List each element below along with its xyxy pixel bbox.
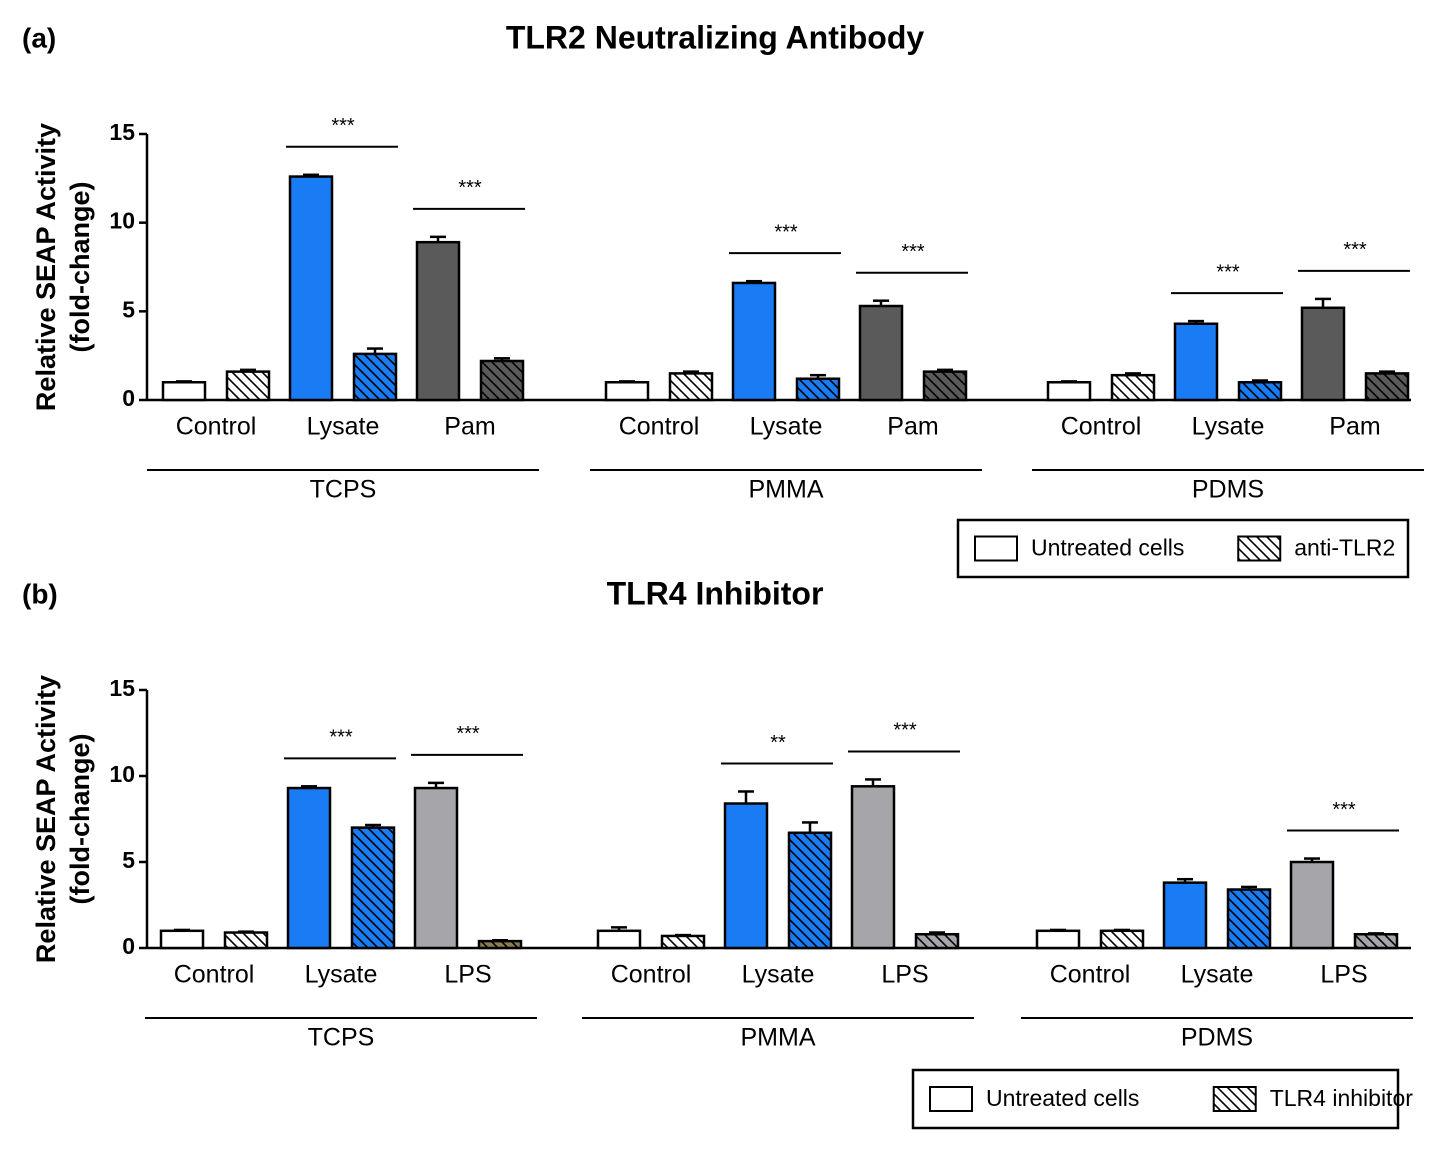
- bar: [922, 370, 968, 402]
- x-tick-label: Pam: [444, 413, 495, 441]
- y-tick-label: 10: [109, 761, 135, 787]
- y-tick-label: 0: [122, 385, 135, 411]
- bar: [1162, 881, 1208, 950]
- group-label: TCPS: [308, 1024, 375, 1052]
- bar: [225, 370, 271, 402]
- y-tick-label: 5: [122, 847, 135, 873]
- y-axis-label: (fold-change): [65, 734, 95, 905]
- x-tick-label: Lysate: [305, 961, 378, 989]
- bar: [1226, 888, 1272, 950]
- significance-label: ***: [893, 720, 917, 742]
- bar: [1110, 373, 1156, 402]
- significance-label: ***: [1343, 239, 1367, 261]
- bar: [350, 826, 396, 950]
- bar: [415, 240, 461, 402]
- significance-label: ***: [1216, 261, 1240, 283]
- x-tick-label: Control: [174, 961, 255, 989]
- panel-label: (a): [22, 22, 56, 53]
- y-tick-label: 5: [122, 296, 135, 322]
- legend-label: TLR4 inhibitor: [1270, 1085, 1414, 1111]
- bar: [731, 281, 777, 402]
- bar: [596, 929, 642, 950]
- significance-label: ***: [774, 221, 798, 243]
- legend-swatch: [1237, 535, 1282, 562]
- bar: [1046, 381, 1092, 402]
- bar: [1035, 929, 1081, 950]
- y-tick-label: 15: [109, 675, 135, 701]
- bar: [477, 939, 523, 950]
- bar: [660, 934, 706, 950]
- legend-swatch: [974, 535, 1018, 562]
- bar: [787, 831, 833, 950]
- legend-label: anti-TLR2: [1294, 535, 1395, 561]
- x-tick-label: Control: [1050, 961, 1131, 989]
- y-tick-label: 15: [109, 119, 135, 145]
- x-tick-label: Lysate: [1192, 413, 1265, 441]
- bar: [1353, 932, 1399, 950]
- y-tick-label: 0: [122, 933, 135, 959]
- bar: [413, 786, 459, 950]
- legend-swatch: [1212, 1086, 1257, 1112]
- significance-label: ***: [331, 115, 355, 137]
- legend-swatch: [929, 1086, 973, 1112]
- legend-box: [911, 1068, 1400, 1130]
- x-tick-label: Lysate: [750, 413, 823, 441]
- bar: [1289, 860, 1335, 950]
- bar: [723, 802, 769, 950]
- group-label: PDMS: [1192, 476, 1264, 504]
- group-label: PDMS: [1181, 1024, 1253, 1052]
- bar: [604, 381, 650, 402]
- legend-label: Untreated cells: [986, 1085, 1139, 1111]
- chart-title: TLR4 Inhibitor: [607, 575, 824, 611]
- significance-label: ***: [329, 727, 353, 749]
- y-axis-label: (fold-change): [65, 182, 95, 353]
- group-label: PMMA: [741, 1024, 816, 1052]
- legend-label: Untreated cells: [1031, 535, 1184, 561]
- y-axis-label: Relative SEAP Activity: [31, 123, 61, 411]
- bar: [668, 372, 714, 402]
- bar: [850, 785, 896, 950]
- x-tick-label: Lysate: [307, 413, 380, 441]
- bar: [159, 929, 205, 950]
- significance-label: ***: [901, 241, 925, 263]
- chart-title: TLR2 Neutralizing Antibody: [506, 19, 925, 55]
- legend-box: [956, 518, 1410, 579]
- bar: [914, 932, 960, 950]
- x-tick-label: LPS: [1320, 961, 1367, 989]
- y-tick-label: 10: [109, 208, 135, 234]
- bar: [288, 175, 334, 402]
- x-tick-label: Control: [176, 413, 257, 441]
- x-tick-label: Lysate: [1181, 961, 1254, 989]
- x-tick-label: Lysate: [742, 961, 815, 989]
- x-tick-label: Pam: [1329, 413, 1380, 441]
- bar: [223, 931, 269, 950]
- bar: [1099, 929, 1145, 950]
- x-tick-label: LPS: [444, 961, 491, 989]
- bar: [352, 352, 398, 402]
- x-tick-label: Control: [611, 961, 692, 989]
- bar: [1173, 322, 1219, 402]
- y-axis-label: Relative SEAP Activity: [31, 675, 61, 963]
- group-label: PMMA: [749, 476, 824, 504]
- bar: [1364, 372, 1410, 402]
- significance-label: ***: [458, 177, 482, 199]
- bar: [858, 304, 904, 402]
- group-label: TCPS: [310, 476, 377, 504]
- x-tick-label: Control: [619, 413, 700, 441]
- bar: [479, 359, 525, 402]
- bar: [161, 381, 207, 402]
- bar: [286, 786, 332, 950]
- x-tick-label: Control: [1061, 413, 1142, 441]
- significance-label: ***: [1332, 799, 1356, 821]
- panel-label: (b): [22, 578, 58, 609]
- significance-label: ***: [456, 723, 480, 745]
- significance-label: **: [770, 732, 786, 754]
- bar: [1300, 306, 1346, 402]
- bar: [1237, 381, 1283, 402]
- bar: [795, 377, 841, 402]
- x-tick-label: LPS: [881, 961, 928, 989]
- x-tick-label: Pam: [887, 413, 938, 441]
